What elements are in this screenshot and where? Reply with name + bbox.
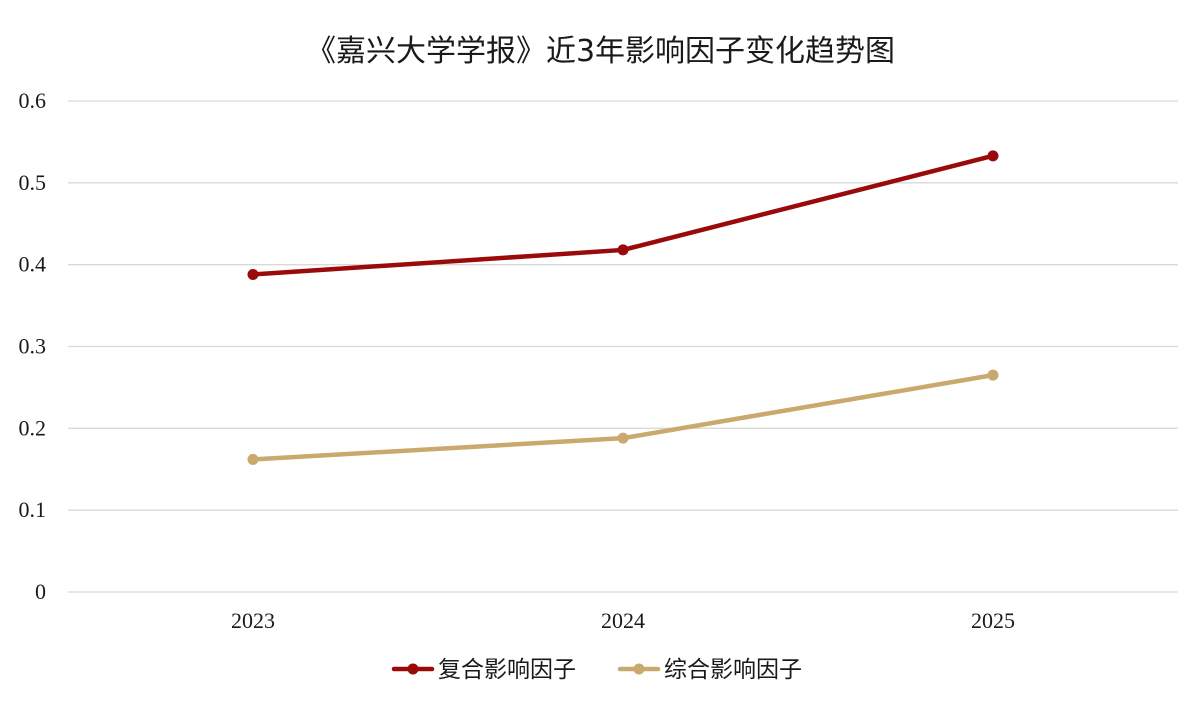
data-point [987, 369, 999, 381]
data-point [987, 150, 999, 162]
y-tick-label: 0.3 [19, 334, 47, 359]
series-line-2 [250, 372, 996, 462]
y-tick-label: 0 [35, 579, 46, 604]
data-point [247, 268, 259, 280]
legend-marker-1 [407, 663, 419, 675]
series-group [247, 150, 999, 465]
y-tick-label: 0.6 [19, 88, 47, 113]
x-tick-label: 2023 [231, 608, 275, 633]
x-tick-label: 2024 [601, 608, 645, 633]
legend-label-2: 综合影响因子 [664, 657, 802, 683]
data-point [247, 453, 259, 465]
legend-marker-2 [633, 663, 645, 675]
y-axis-ticks: 0 0.1 0.2 0.3 0.4 0.5 0.6 [19, 88, 47, 604]
legend-label-1: 复合影响因子 [438, 657, 576, 683]
x-axis-ticks: 2023 2024 2025 [231, 608, 1015, 633]
chart-title: 《嘉兴大学学报》近3年影响因子变化趋势图 [305, 34, 896, 69]
y-tick-label: 0.2 [19, 415, 47, 440]
series-line-1 [250, 153, 996, 277]
x-tick-label: 2025 [971, 608, 1015, 633]
gridlines [68, 100, 1178, 593]
data-point [617, 244, 629, 256]
y-tick-label: 0.5 [19, 170, 47, 195]
legend: 复合影响因子 综合影响因子 [391, 657, 802, 683]
y-tick-label: 0.1 [19, 497, 47, 522]
y-tick-label: 0.4 [19, 252, 47, 277]
data-point [617, 432, 629, 444]
